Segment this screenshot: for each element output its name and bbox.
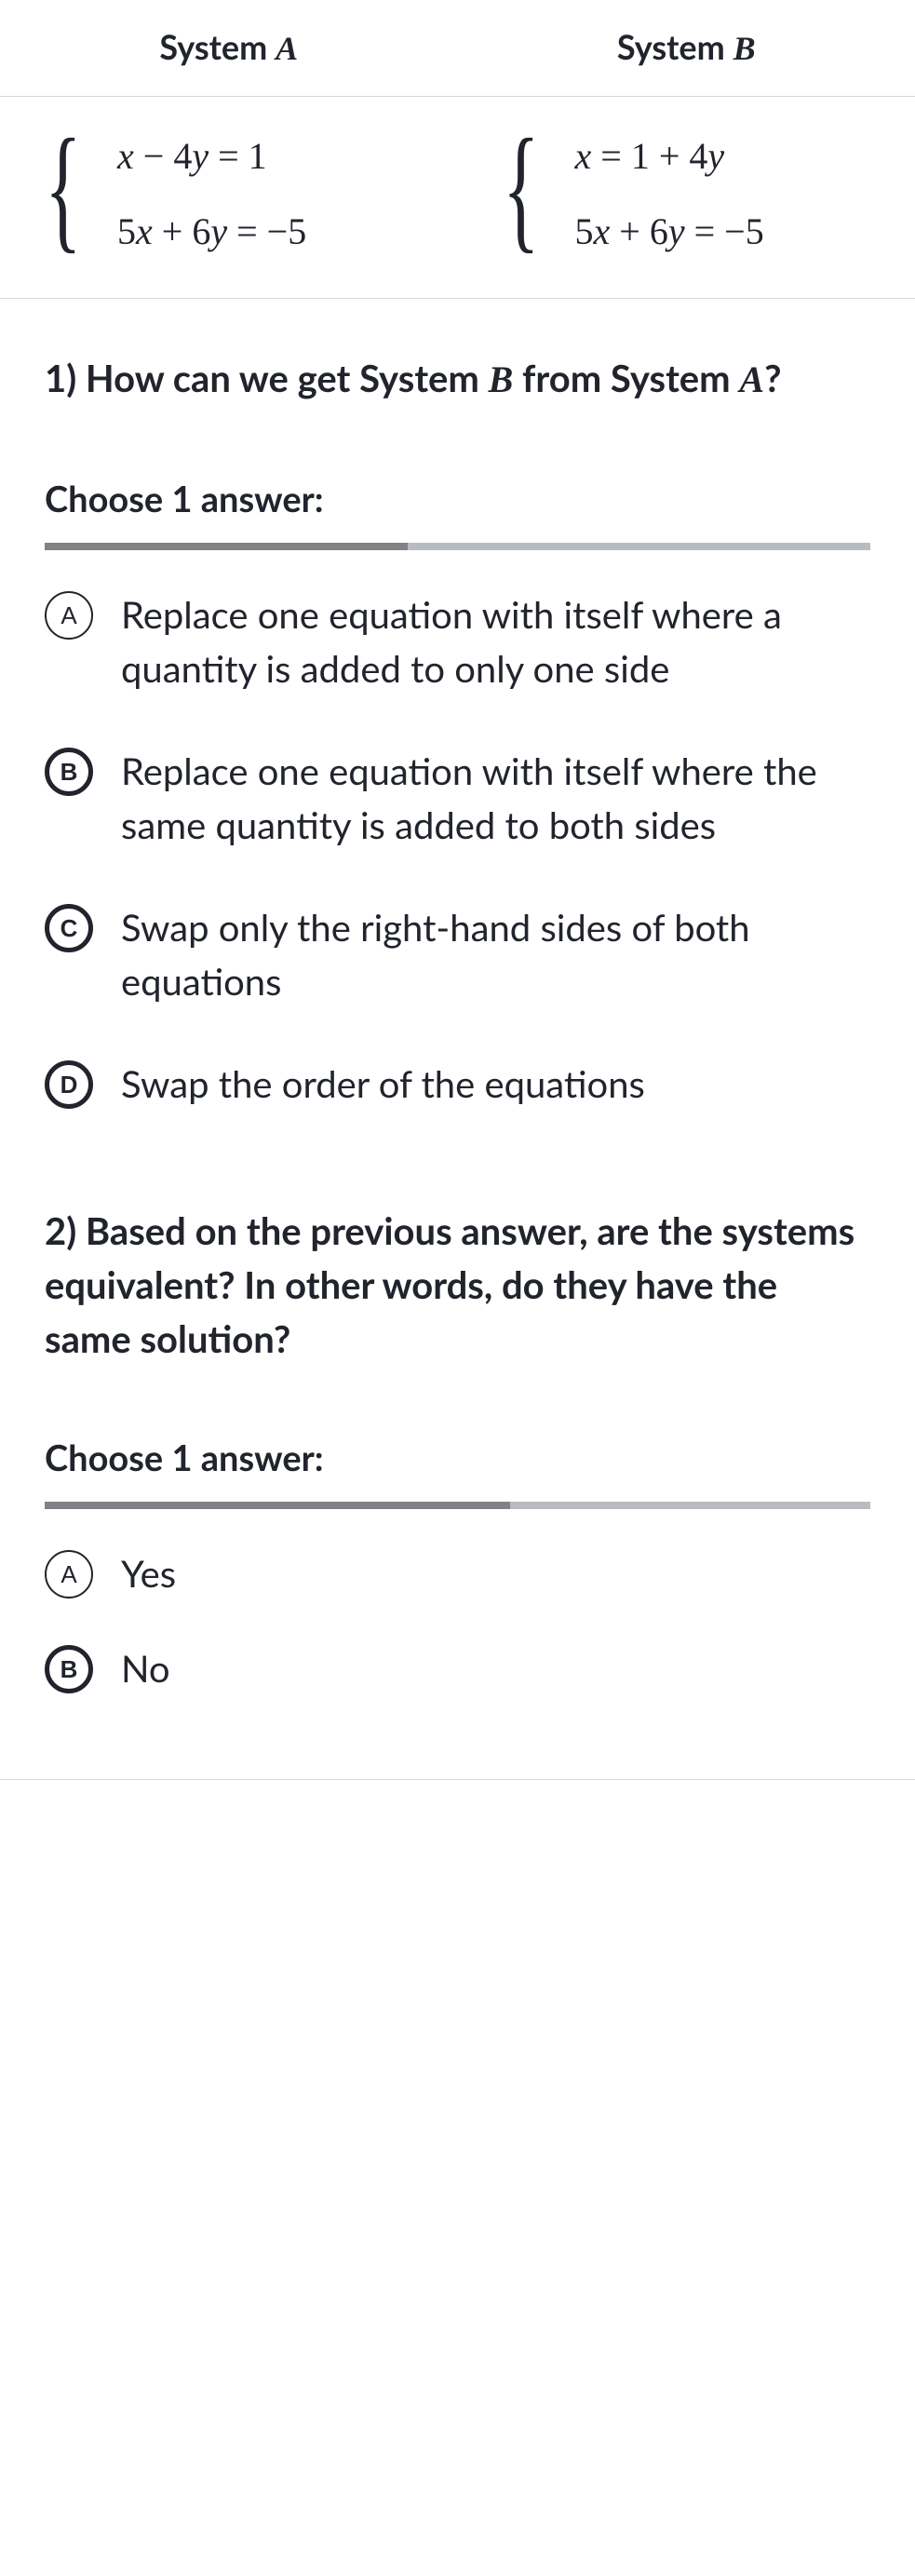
choice-q2-b[interactable]: B No xyxy=(45,1641,870,1695)
choice-q2-a[interactable]: A Yes xyxy=(45,1546,870,1600)
q1-var-b: B xyxy=(489,358,514,400)
choice-letter: C xyxy=(45,904,93,952)
choice-text: Swap only the right-hand sides of both e… xyxy=(121,900,870,1008)
brace-icon: { xyxy=(503,136,540,241)
header-b-prefix: System xyxy=(617,26,733,67)
choice-q1-b[interactable]: B Replace one equation with itself where… xyxy=(45,744,870,852)
header-a-var: A xyxy=(276,30,298,67)
choice-text: Replace one equation with itself where a… xyxy=(121,587,870,695)
bottom-divider xyxy=(0,1779,915,1780)
header-system-a: System A xyxy=(0,0,458,97)
choice-letter: A xyxy=(45,591,93,640)
q1-prefix: 1) How can we get System xyxy=(45,356,489,400)
header-b-var: B xyxy=(733,30,756,67)
system-a-cell: { x − 4y = 1 5x + 6y = −5 xyxy=(0,97,458,299)
system-b-eq2: 5x + 6y = −5 xyxy=(575,209,764,253)
q1-suffix: ? xyxy=(764,356,781,400)
choice-letter: A xyxy=(45,1550,93,1598)
choice-text: Yes xyxy=(121,1546,176,1600)
choice-text: No xyxy=(121,1641,170,1695)
choice-q1-a[interactable]: A Replace one equation with itself where… xyxy=(45,587,870,695)
header-system-b: System B xyxy=(458,0,915,97)
system-b-eq1: x = 1 + 4y xyxy=(575,134,764,178)
progress-rule-1 xyxy=(45,543,870,550)
systems-table: System A System B { x − 4y = 1 5x + 6y =… xyxy=(0,0,915,299)
q1-mid: from System xyxy=(513,356,739,400)
choose-label-1: Choose 1 answer: xyxy=(45,478,870,520)
header-a-prefix: System xyxy=(159,26,276,67)
q2-choices: A Yes B No xyxy=(45,1546,870,1695)
brace-icon: { xyxy=(45,136,82,241)
choice-letter: B xyxy=(45,1645,93,1693)
choice-letter: B xyxy=(45,748,93,796)
choice-text: Replace one equation with itself where t… xyxy=(121,744,870,852)
choice-letter: D xyxy=(45,1060,93,1109)
question-2-text: 2) Based on the previous answer, are the… xyxy=(45,1204,870,1366)
system-b-cell: { x = 1 + 4y 5x + 6y = −5 xyxy=(458,97,915,299)
system-a-eq1: x − 4y = 1 xyxy=(117,134,306,178)
choice-text: Swap the order of the equations xyxy=(121,1057,645,1111)
choose-label-2: Choose 1 answer: xyxy=(45,1436,870,1479)
question-1-text: 1) How can we get System B from System A… xyxy=(45,351,870,407)
choice-q1-d[interactable]: D Swap the order of the equations xyxy=(45,1057,870,1111)
progress-rule-2 xyxy=(45,1502,870,1509)
q1-choices: A Replace one equation with itself where… xyxy=(45,587,870,1111)
choice-q1-c[interactable]: C Swap only the right-hand sides of both… xyxy=(45,900,870,1008)
system-a-eq2: 5x + 6y = −5 xyxy=(117,209,306,253)
q1-var-a: A xyxy=(739,358,764,400)
